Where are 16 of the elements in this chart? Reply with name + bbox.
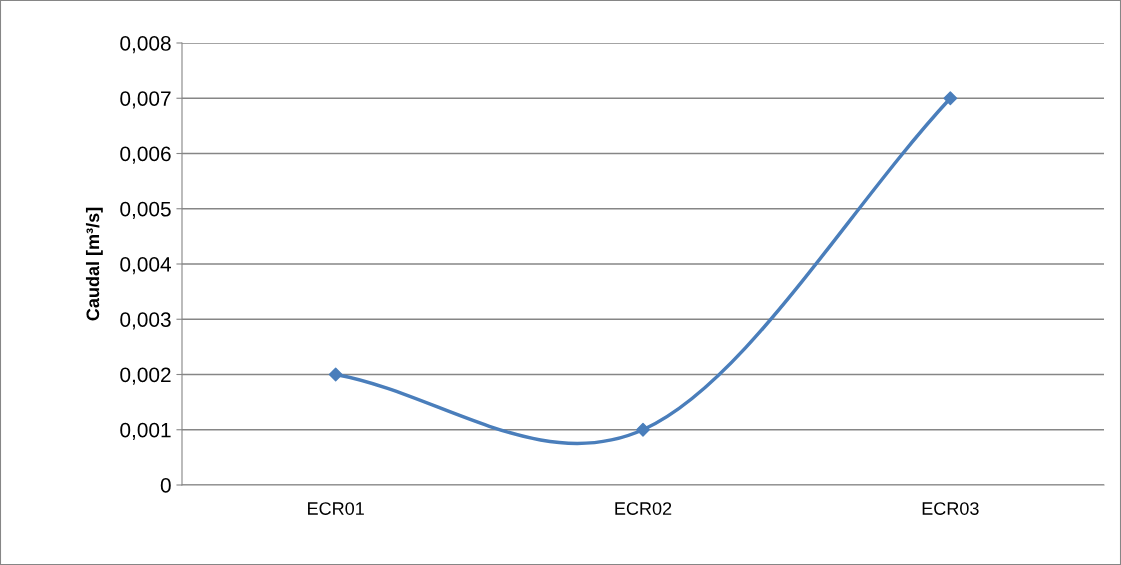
y-tick-label: 0,001 bbox=[120, 422, 171, 440]
y-tick-label: 0 bbox=[160, 478, 171, 493]
y-tick-label: 0,004 bbox=[120, 257, 171, 275]
y-tick-label: 0,003 bbox=[120, 312, 171, 330]
y-tick-label: 0,002 bbox=[120, 367, 171, 385]
x-tick-label: ECR03 bbox=[922, 502, 979, 515]
y-axis-title: Caudal [m³/s] bbox=[85, 207, 103, 321]
point bbox=[636, 422, 650, 437]
point bbox=[943, 91, 958, 106]
y-tick-label: 0,008 bbox=[120, 36, 171, 54]
point bbox=[328, 367, 343, 382]
x-tick-label: ECR02 bbox=[615, 502, 672, 515]
x-tick-label: ECR01 bbox=[308, 502, 364, 515]
y-tick-label: 0,007 bbox=[120, 91, 171, 109]
y-tick-label: 0,005 bbox=[120, 201, 171, 219]
y-tick-label: 0,006 bbox=[120, 146, 171, 164]
